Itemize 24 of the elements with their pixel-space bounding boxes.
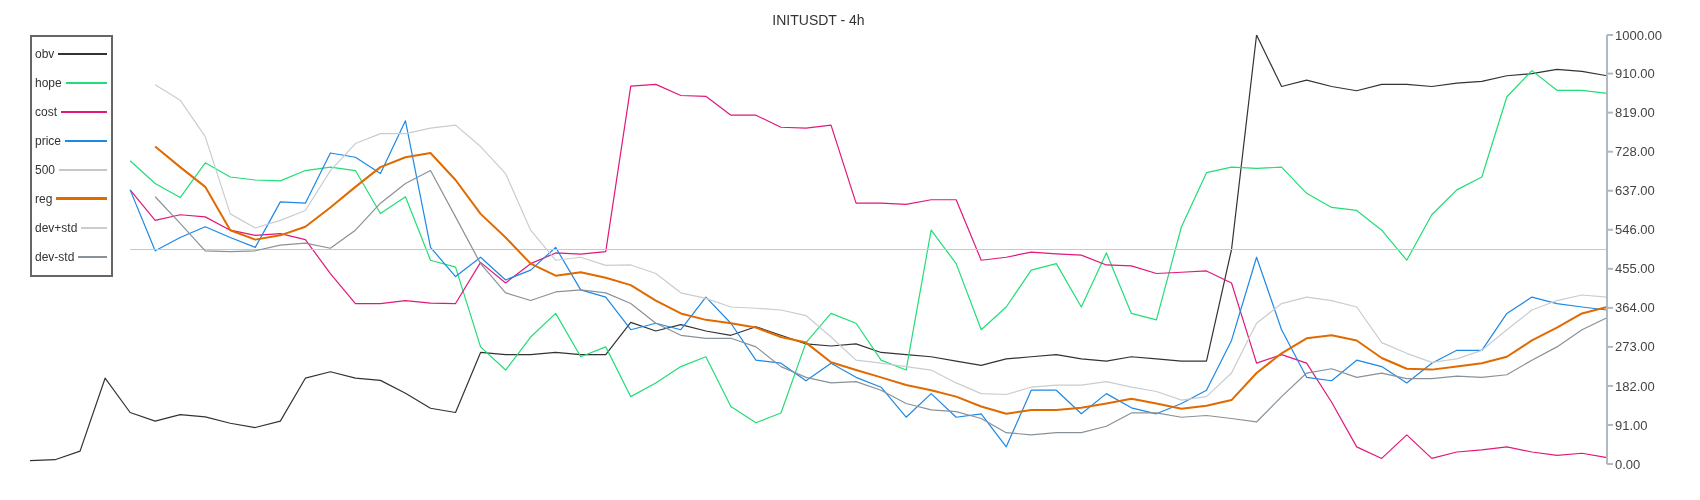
legend-label: dev+std [35, 220, 78, 235]
y-tick-label: 910.00 [1615, 66, 1655, 82]
y-tick-label: 1000.00 [1615, 27, 1662, 43]
line-series [154, 145, 1608, 415]
y-tick-label: 91.00 [1615, 417, 1648, 433]
y-tick-label: 182.00 [1615, 378, 1655, 394]
chart-title: INITUSDT - 4h [771, 12, 866, 28]
line-series [154, 169, 1608, 436]
legend-label: obv [35, 46, 55, 61]
legend-label: reg [35, 191, 53, 206]
y-tick-label: 637.00 [1615, 183, 1655, 199]
y-tick-label: 0.00 [1615, 456, 1641, 472]
legend-label: dev-std [35, 249, 75, 264]
y-tick-label: 819.00 [1615, 105, 1655, 121]
y-tick-label: 546.00 [1615, 222, 1655, 238]
legend-label: hope [35, 75, 62, 90]
y-tick-label: 364.00 [1615, 300, 1655, 316]
y-tick-label: 728.00 [1615, 144, 1655, 160]
line-series [29, 35, 1608, 462]
legend-label: cost [35, 104, 58, 119]
legend-label: price [35, 133, 62, 148]
legend-label: 500 [35, 162, 56, 177]
y-tick-label: 455.00 [1615, 261, 1655, 277]
y-tick-label: 273.00 [1615, 339, 1655, 355]
